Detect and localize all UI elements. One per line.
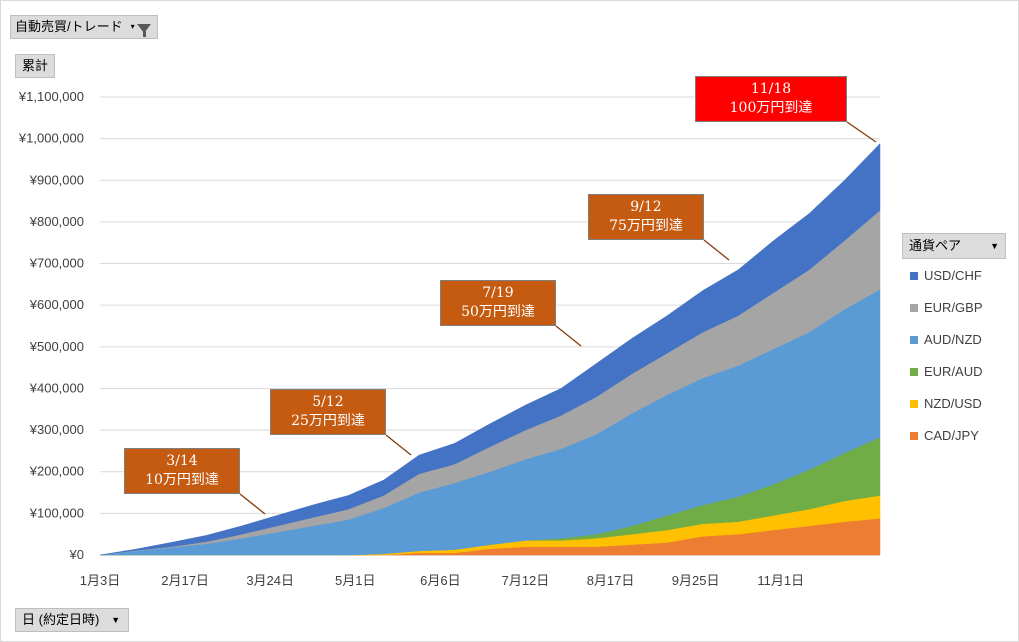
legend-label: USD/CHF — [924, 268, 982, 283]
x-tick-label: 8月17日 — [587, 573, 635, 588]
legend-label: AUD/NZD — [924, 332, 982, 347]
y-tick-label: ¥700,000 — [29, 256, 84, 271]
legend-item: USD/CHF — [910, 268, 982, 283]
callout-date: 11/18 — [750, 81, 792, 97]
y-tick-label: ¥900,000 — [29, 172, 84, 187]
legend-swatch — [910, 303, 918, 312]
legend-item: EUR/GBP — [910, 300, 983, 315]
callout-leader-line — [846, 121, 877, 143]
callout-text: 10万円到達 — [145, 472, 219, 488]
y-tick-label: ¥1,100,000 — [18, 89, 84, 104]
callout-text: 50万円到達 — [461, 304, 535, 320]
callout-date: 9/12 — [630, 199, 662, 215]
area-series — [99, 142, 881, 556]
y-tick-label: ¥800,000 — [29, 214, 84, 229]
y-tick-label: ¥400,000 — [29, 380, 84, 395]
filter-field-label: 自動売買/トレード — [15, 19, 123, 34]
legend-title: 通貨ペア — [909, 238, 962, 253]
legend-label: NZD/USD — [924, 396, 982, 411]
x-tick-label: 9月25日 — [672, 573, 720, 588]
milestone-callout: 7/19 50万円到達 — [440, 280, 556, 326]
milestone-callout: 3/14 10万円到達 — [124, 448, 240, 494]
y-axis-tick-labels: ¥0 ¥100,000 ¥200,000 ¥300,000 ¥400,000 ¥500,0… — [18, 89, 84, 562]
dropdown-arrow-icon: ▾ — [130, 22, 135, 31]
x-tick-label: 3月24日 — [246, 573, 294, 588]
callout-date: 3/14 — [166, 453, 198, 469]
callout-leader-line — [703, 239, 730, 261]
y-tick-label: ¥500,000 — [29, 339, 84, 354]
legend: 通貨ペア ▼ USD/CHF EUR/GBP AUD/NZD EUR/AUD NZD/U… — [902, 233, 1006, 443]
y-tick-label: ¥300,000 — [29, 422, 84, 437]
axis-field-button[interactable]: 日 (約定日時) ▼ — [15, 608, 130, 632]
legend-swatch — [910, 271, 918, 280]
funnel-icon — [136, 16, 151, 38]
milestone-callout: 11/18 100万円到達 — [695, 76, 847, 122]
y-tick-label: ¥600,000 — [29, 297, 84, 312]
y-tick-label: ¥100,000 — [29, 505, 84, 520]
x-tick-label: 1月3日 — [80, 573, 120, 588]
legend-item: EUR/AUD — [910, 364, 983, 379]
x-tick-label: 11月1日 — [757, 573, 804, 588]
callout-leader-line — [385, 434, 412, 456]
legend-swatch — [910, 367, 918, 376]
x-tick-label: 7月12日 — [502, 573, 550, 588]
x-tick-label: 6月6日 — [420, 573, 460, 588]
legend-label: EUR/GBP — [924, 300, 983, 315]
legend-swatch — [910, 335, 918, 344]
callout-leader-line — [239, 493, 266, 515]
legend-item: AUD/NZD — [910, 332, 982, 347]
dropdown-arrow-icon: ▼ — [990, 241, 999, 251]
value-field-button[interactable]: 累計 — [15, 54, 56, 78]
y-tick-label: ¥200,000 — [29, 464, 84, 479]
callout-leader-line — [555, 325, 582, 347]
callout-text: 25万円到達 — [291, 413, 365, 429]
legend-field-button[interactable]: 通貨ペア ▼ — [902, 233, 1006, 259]
x-tick-label: 5月1日 — [335, 573, 375, 588]
legend-label: CAD/JPY — [924, 428, 979, 443]
dropdown-arrow-icon: ▼ — [111, 615, 121, 625]
filter-field-button[interactable]: 自動売買/トレード ▾ — [10, 15, 158, 39]
callout-date: 7/19 — [482, 285, 514, 301]
y-tick-label: ¥0 — [69, 547, 84, 562]
callout-text: 100万円到達 — [729, 100, 813, 116]
y-tick-label: ¥1,000,000 — [18, 131, 84, 146]
callout-leader-lines — [239, 121, 877, 515]
milestone-callout: 9/12 75万円到達 — [588, 194, 704, 240]
legend-item: CAD/JPY — [910, 428, 979, 443]
callout-date: 5/12 — [312, 394, 344, 410]
legend-swatch — [910, 431, 918, 440]
legend-item: NZD/USD — [910, 396, 982, 411]
legend-swatch — [910, 399, 918, 408]
area-usd-chf — [99, 142, 881, 556]
x-axis-tick-labels: 1月3日 2月17日 3月24日 5月1日 6月6日 7月12日 8月17日 9月25日 11月… — [80, 573, 804, 588]
callout-text: 75万円到達 — [609, 218, 683, 234]
x-tick-label: 2月17日 — [161, 573, 209, 588]
axis-field-label: 日 (約定日時) — [22, 612, 100, 627]
milestone-callout: 5/12 25万円到達 — [270, 389, 386, 435]
legend-label: EUR/AUD — [924, 364, 983, 379]
